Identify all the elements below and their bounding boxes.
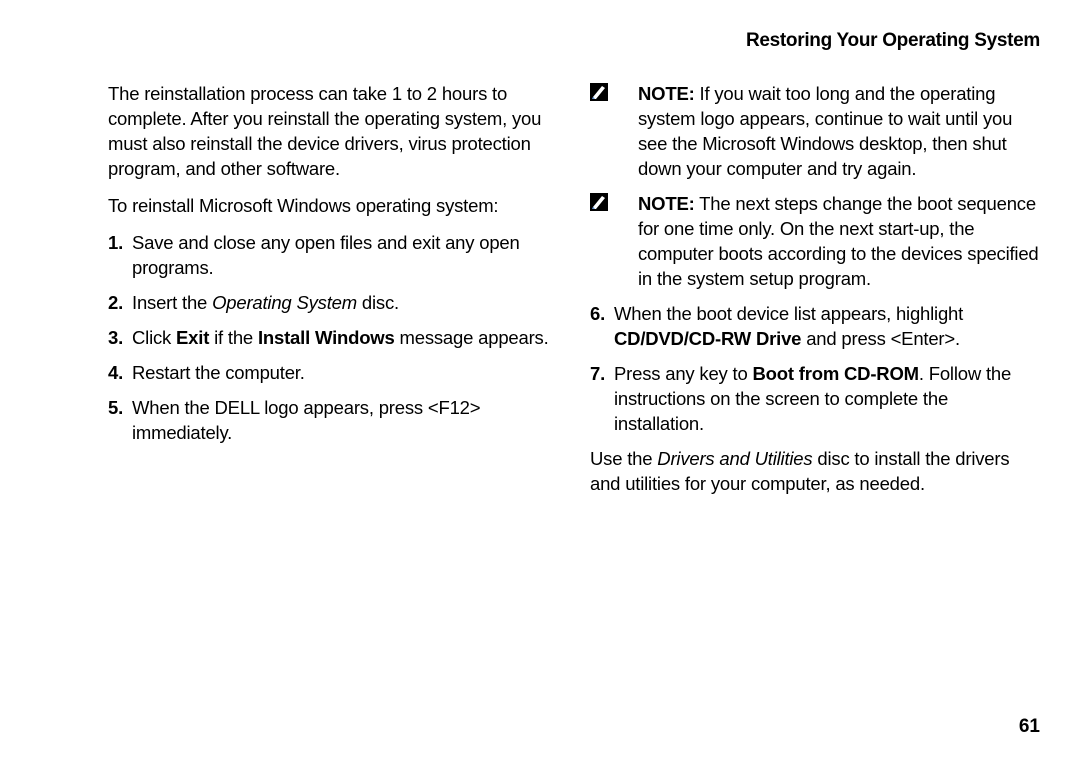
step-2: Insert the Operating System disc. (108, 291, 558, 316)
intro-paragraph: The reinstallation process can take 1 to… (108, 82, 558, 182)
step-1: Save and close any open files and exit a… (108, 231, 558, 281)
section-header: Restoring Your Operating System (746, 30, 1040, 52)
step-2-post: disc. (357, 292, 399, 313)
step-3-mid: if the (209, 327, 258, 348)
closing-italic: Drivers and Utilities (657, 448, 812, 469)
step-3-post: message appears. (395, 327, 549, 348)
step-6: When the boot device list appears, highl… (590, 302, 1040, 352)
step-3: Click Exit if the Install Windows messag… (108, 326, 558, 351)
page-number: 61 (1019, 716, 1040, 738)
note-1-text: If you wait too long and the operating s… (638, 83, 1012, 179)
note-2: NOTE: The next steps change the boot seq… (590, 192, 1040, 292)
lead-paragraph: To reinstall Microsoft Windows operating… (108, 194, 558, 219)
step-3-bold1: Exit (176, 327, 209, 348)
note-icon (590, 193, 608, 211)
steps-list-left: Save and close any open files and exit a… (108, 231, 558, 446)
step-7-pre: Press any key to (614, 363, 753, 384)
step-7: Press any key to Boot from CD-ROM. Follo… (590, 362, 1040, 437)
note-icon (590, 83, 608, 101)
steps-list-right: When the boot device list appears, highl… (590, 302, 1040, 437)
step-5: When the DELL logo appears, press <F12> … (108, 396, 558, 446)
step-3-pre: Click (132, 327, 176, 348)
step-6-pre: When the boot device list appears, highl… (614, 303, 963, 324)
note-1: NOTE: If you wait too long and the opera… (590, 82, 1040, 182)
left-column: The reinstallation process can take 1 to… (108, 82, 558, 509)
note-2-text: The next steps change the boot sequence … (638, 193, 1039, 289)
step-2-pre: Insert the (132, 292, 212, 313)
note-1-label: NOTE: (638, 83, 695, 104)
closing-paragraph: Use the Drivers and Utilities disc to in… (590, 447, 1040, 497)
step-6-post: and press <Enter>. (801, 328, 960, 349)
step-7-bold: Boot from CD-ROM (753, 363, 919, 384)
right-column: NOTE: If you wait too long and the opera… (590, 82, 1040, 509)
step-2-italic: Operating System (212, 292, 357, 313)
page: Restoring Your Operating System The rein… (0, 0, 1080, 766)
note-2-label: NOTE: (638, 193, 695, 214)
closing-pre: Use the (590, 448, 657, 469)
step-4: Restart the computer. (108, 361, 558, 386)
content-columns: The reinstallation process can take 1 to… (108, 82, 1040, 509)
step-3-bold2: Install Windows (258, 327, 395, 348)
step-6-bold: CD/DVD/CD-RW Drive (614, 328, 801, 349)
